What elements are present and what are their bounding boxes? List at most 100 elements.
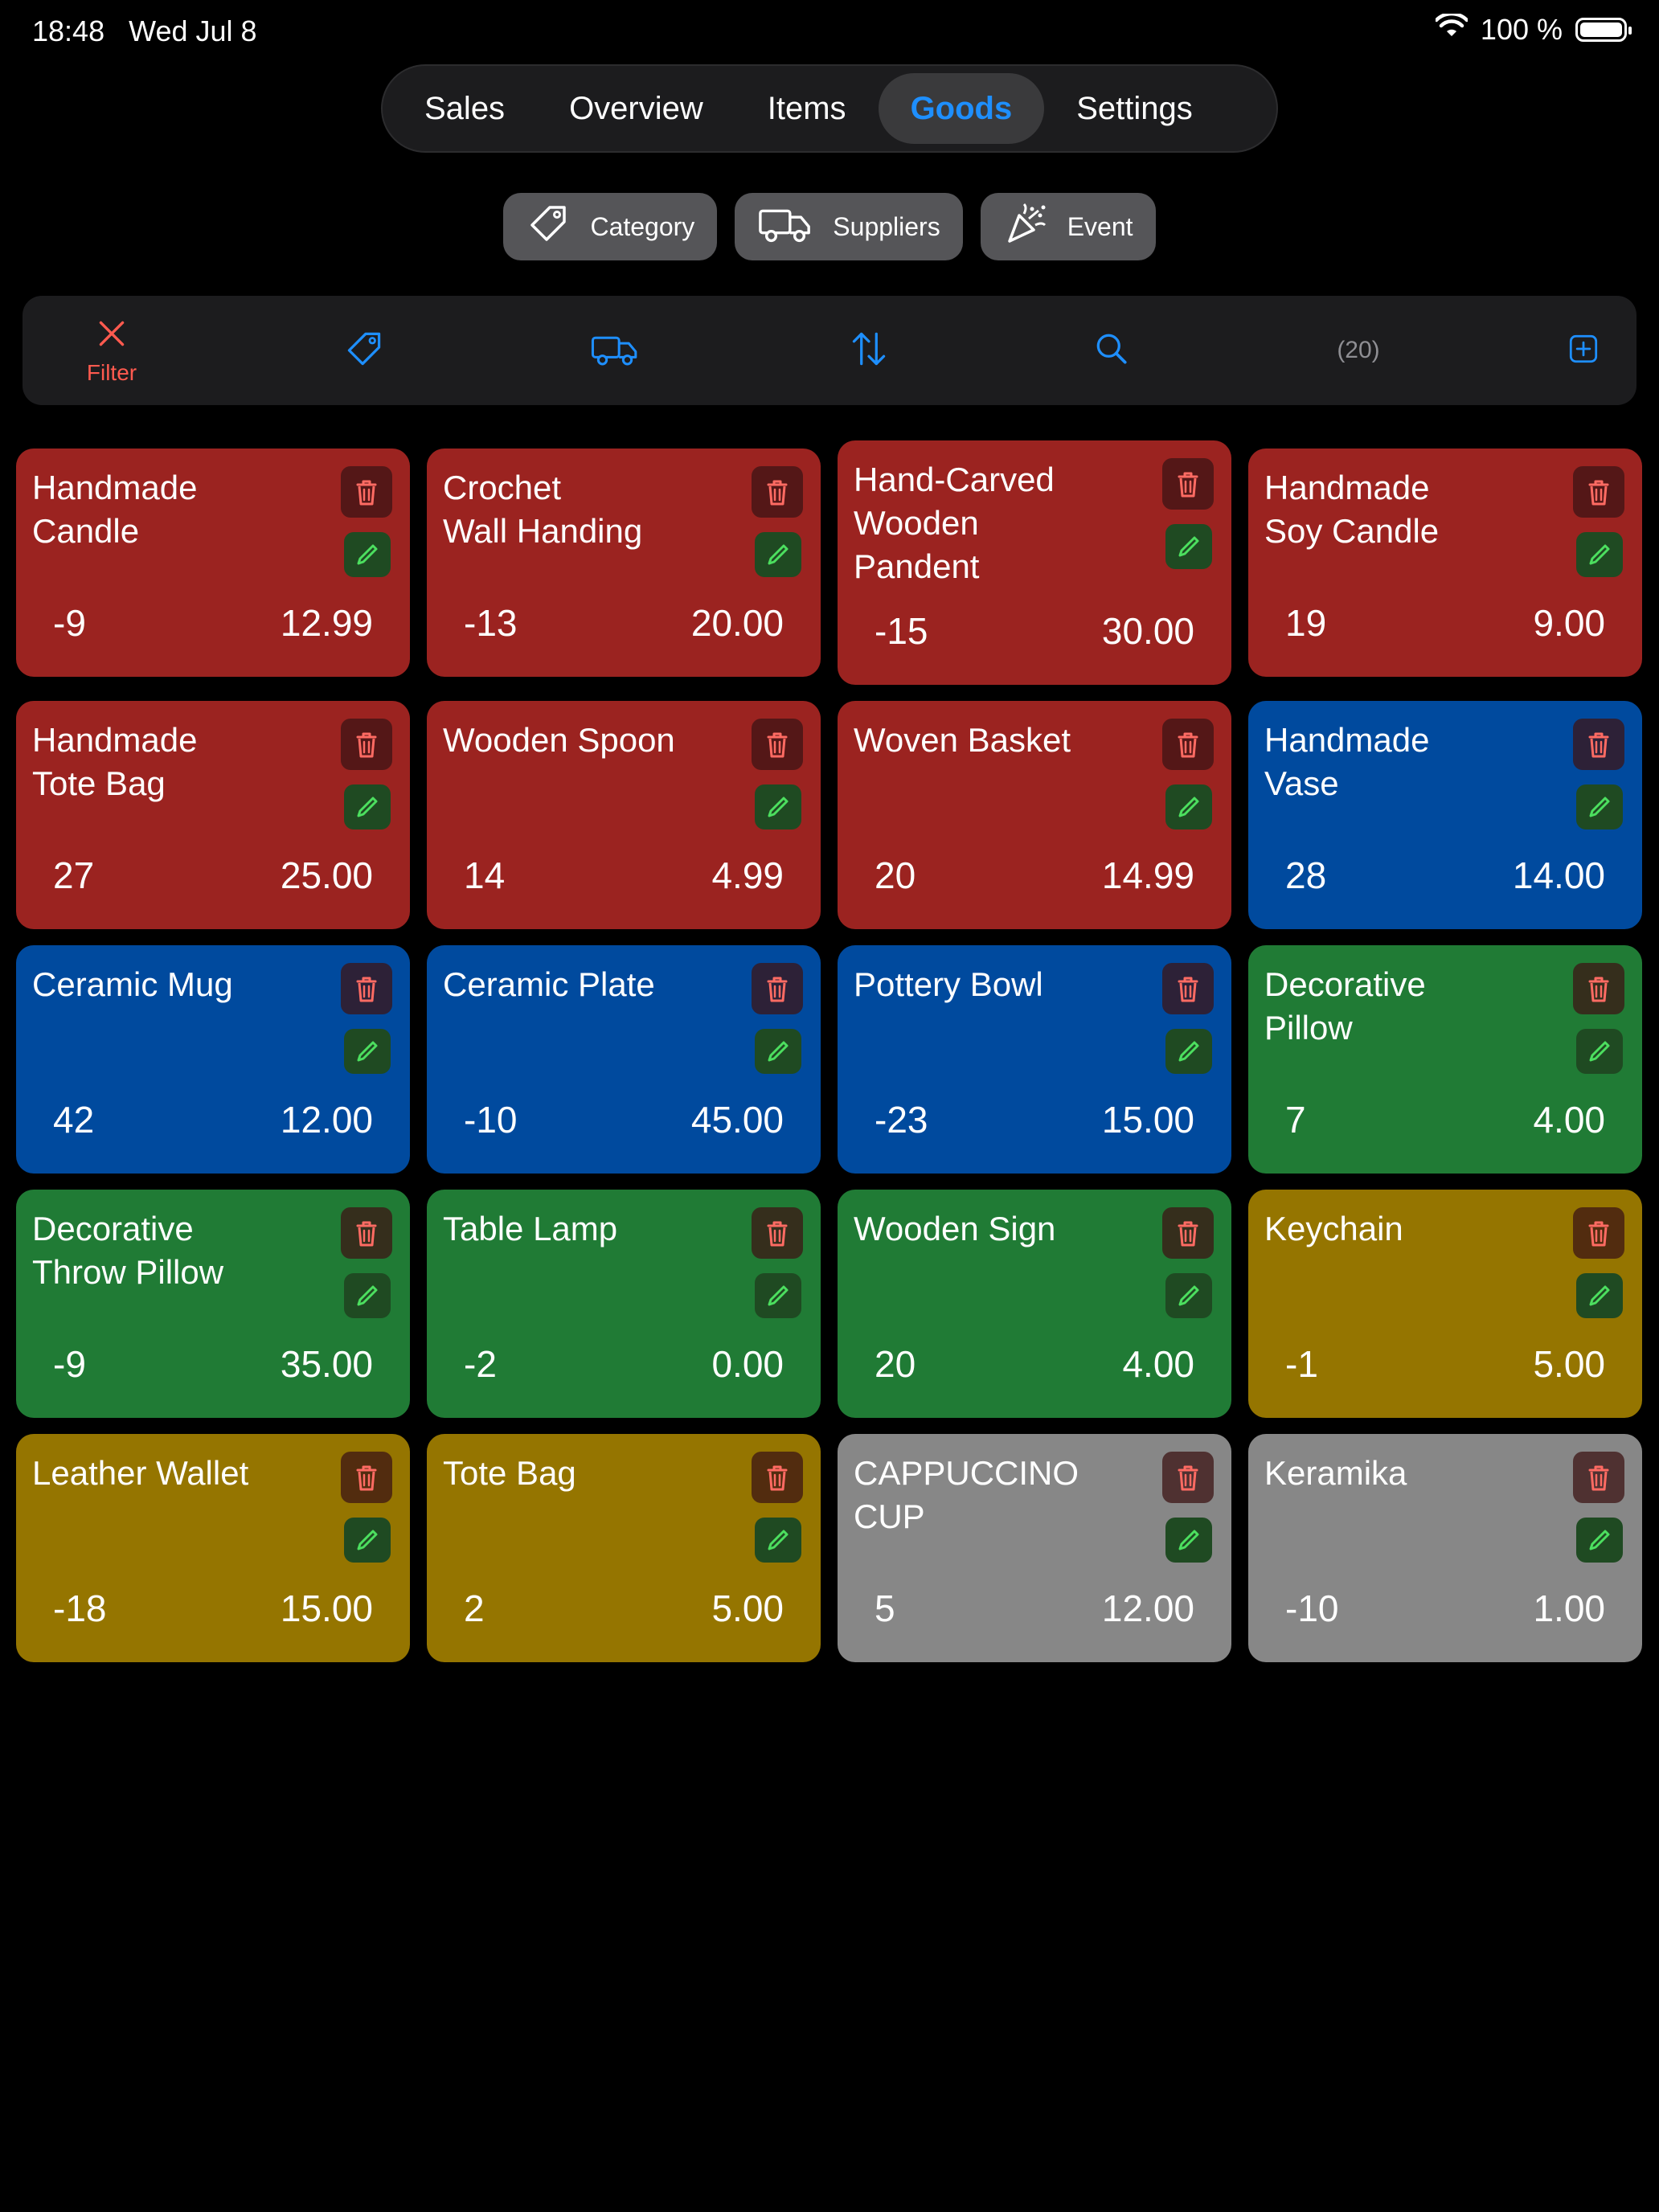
- goods-card[interactable]: Ceramic Mug 42 12.00: [16, 945, 410, 1174]
- goods-stock: 5: [875, 1587, 895, 1629]
- edit-button[interactable]: [1165, 1029, 1212, 1074]
- tab-sales[interactable]: Sales: [424, 90, 506, 126]
- delete-button[interactable]: [752, 1452, 803, 1503]
- delete-button[interactable]: [341, 963, 392, 1014]
- goods-name: Leather Wallet: [32, 1454, 249, 1492]
- edit-button[interactable]: [1165, 1273, 1212, 1318]
- edit-button[interactable]: [1576, 1518, 1623, 1563]
- delete-button[interactable]: [341, 1207, 392, 1259]
- edit-button[interactable]: [1165, 1518, 1212, 1563]
- goods-card[interactable]: Hand-Carved Wooden Pandent -15 30.00: [838, 440, 1231, 685]
- edit-button[interactable]: [755, 1273, 801, 1318]
- goods-card[interactable]: Ceramic Plate -10 45.00: [427, 945, 821, 1174]
- delete-button[interactable]: [752, 963, 803, 1014]
- event-button[interactable]: Event: [980, 193, 1156, 260]
- delete-button[interactable]: [1573, 1207, 1624, 1259]
- goods-card[interactable]: Handmade Soy Candle 19 9.00: [1248, 449, 1642, 677]
- pencil-icon: [1583, 1523, 1616, 1557]
- goods-card[interactable]: Crochet Wall Handing -13 20.00: [427, 449, 821, 677]
- goods-card[interactable]: Decorative Throw Pillow -9 35.00: [16, 1190, 410, 1418]
- sort-button[interactable]: [817, 296, 921, 405]
- edit-button[interactable]: [1576, 1273, 1623, 1318]
- tab-items[interactable]: Items: [767, 90, 846, 126]
- goods-card[interactable]: CAPPUCCINO CUP 5 12.00: [838, 1434, 1231, 1662]
- status-bar: 18:48 Wed Jul 8 100 %: [0, 0, 1659, 64]
- filter-supplier-button[interactable]: [563, 296, 667, 405]
- trash-icon: [760, 475, 794, 509]
- delete-button[interactable]: [752, 466, 803, 518]
- delete-button[interactable]: [1573, 719, 1624, 770]
- edit-button[interactable]: [1165, 784, 1212, 830]
- tag-icon: [343, 328, 385, 374]
- delete-button[interactable]: [341, 719, 392, 770]
- goods-card[interactable]: Handmade Candle -9 12.99: [16, 449, 410, 677]
- delete-button[interactable]: [341, 1452, 392, 1503]
- goods-card[interactable]: Wooden Spoon 14 4.99: [427, 701, 821, 929]
- tab-goods[interactable]: Goods: [878, 73, 1045, 144]
- trash-icon: [350, 1460, 383, 1494]
- goods-card[interactable]: Handmade Vase 28 14.00: [1248, 701, 1642, 929]
- pencil-icon: [1172, 530, 1206, 563]
- delete-button[interactable]: [1162, 1452, 1214, 1503]
- pencil-icon: [761, 1034, 795, 1068]
- goods-price: 12.00: [1101, 1587, 1194, 1629]
- edit-button[interactable]: [755, 1518, 801, 1563]
- delete-button[interactable]: [752, 1207, 803, 1259]
- category-label: Category: [590, 211, 695, 241]
- filter-category-button[interactable]: [312, 296, 416, 405]
- edit-button[interactable]: [755, 784, 801, 830]
- goods-card[interactable]: Table Lamp -2 0.00: [427, 1190, 821, 1418]
- goods-card[interactable]: Keychain -1 5.00: [1248, 1190, 1642, 1418]
- goods-name: Handmade Vase: [1264, 721, 1430, 802]
- item-count-text: (20): [1337, 337, 1380, 363]
- goods-card[interactable]: Decorative Pillow 7 4.00: [1248, 945, 1642, 1174]
- delete-button[interactable]: [1162, 963, 1214, 1014]
- edit-button[interactable]: [1576, 1029, 1623, 1074]
- delete-button[interactable]: [1573, 466, 1624, 518]
- edit-button[interactable]: [344, 1273, 391, 1318]
- goods-card[interactable]: Handmade Tote Bag 27 25.00: [16, 701, 410, 929]
- goods-stock: -10: [1285, 1587, 1339, 1629]
- clear-filter-button[interactable]: Filter: [56, 296, 167, 405]
- search-icon: [1091, 328, 1133, 374]
- edit-button[interactable]: [344, 1518, 391, 1563]
- goods-name: Woven Basket: [854, 721, 1071, 759]
- goods-card[interactable]: Leather Wallet -18 15.00: [16, 1434, 410, 1662]
- delete-button[interactable]: [1162, 1207, 1214, 1259]
- edit-button[interactable]: [755, 1029, 801, 1074]
- edit-button[interactable]: [344, 1029, 391, 1074]
- delete-button[interactable]: [1573, 1452, 1624, 1503]
- goods-name: Hand-Carved Wooden Pandent: [854, 461, 1055, 585]
- delete-button[interactable]: [1573, 963, 1624, 1014]
- trash-icon: [1582, 972, 1616, 1006]
- edit-button[interactable]: [1165, 524, 1212, 569]
- tab-overview[interactable]: Overview: [569, 90, 703, 126]
- goods-card[interactable]: Keramika -10 1.00: [1248, 1434, 1642, 1662]
- add-good-button[interactable]: [1551, 296, 1616, 405]
- suppliers-button[interactable]: Suppliers: [735, 193, 963, 260]
- goods-card[interactable]: Tote Bag 2 5.00: [427, 1434, 821, 1662]
- edit-button[interactable]: [1576, 784, 1623, 830]
- goods-name: Wooden Spoon: [443, 721, 675, 759]
- pencil-icon: [350, 538, 384, 571]
- goods-card[interactable]: Pottery Bowl -23 15.00: [838, 945, 1231, 1174]
- delete-button[interactable]: [1162, 458, 1214, 510]
- delete-button[interactable]: [341, 466, 392, 518]
- delete-button[interactable]: [752, 719, 803, 770]
- goods-stock: -10: [464, 1099, 518, 1141]
- category-button[interactable]: Category: [503, 193, 718, 260]
- edit-button[interactable]: [755, 532, 801, 577]
- delete-button[interactable]: [1162, 719, 1214, 770]
- trash-icon: [350, 1216, 383, 1250]
- edit-button[interactable]: [344, 532, 391, 577]
- goods-stock: -18: [53, 1587, 107, 1629]
- edit-button[interactable]: [344, 784, 391, 830]
- goods-stock: 14: [464, 854, 506, 896]
- goods-name: Ceramic Mug: [32, 965, 233, 1003]
- search-button[interactable]: [1059, 296, 1164, 405]
- goods-name: Keychain: [1264, 1210, 1403, 1247]
- tab-settings[interactable]: Settings: [1076, 90, 1193, 126]
- goods-card[interactable]: Wooden Sign 20 4.00: [838, 1190, 1231, 1418]
- edit-button[interactable]: [1576, 532, 1623, 577]
- goods-card[interactable]: Woven Basket 20 14.99: [838, 701, 1231, 929]
